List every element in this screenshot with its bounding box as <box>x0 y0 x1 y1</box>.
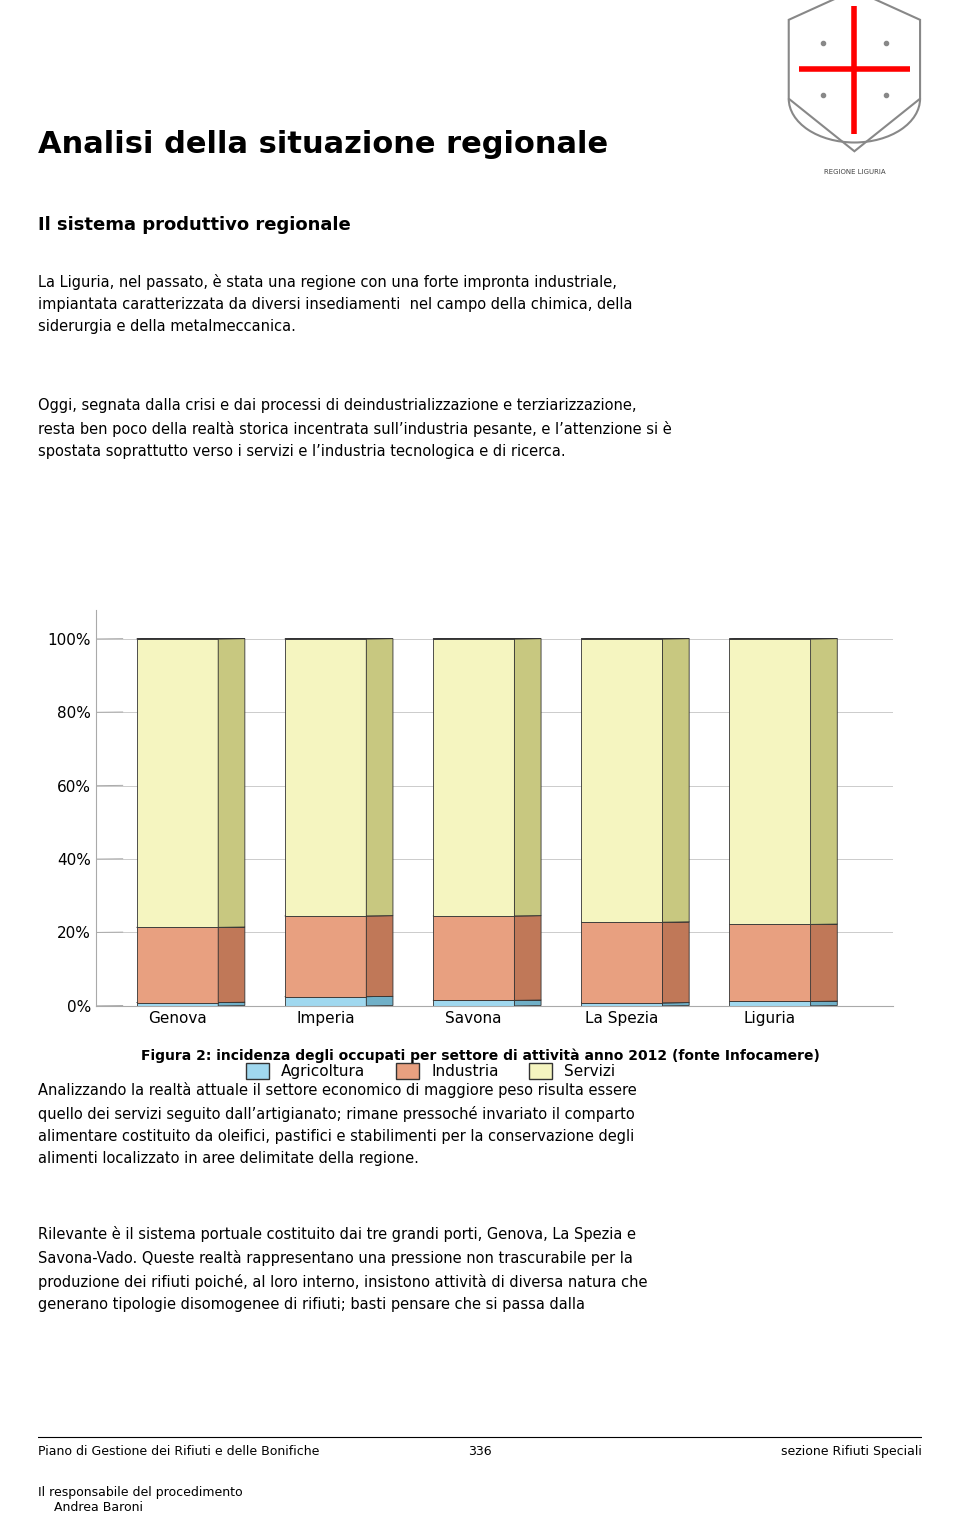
Polygon shape <box>789 0 920 151</box>
Text: Il responsabile del procedimento
    Andrea Baroni: Il responsabile del procedimento Andrea … <box>38 1486 243 1515</box>
Legend: Agricoltura, Industria, Servizi: Agricoltura, Industria, Servizi <box>240 1058 621 1085</box>
Text: Oggi, segnata dalla crisi e dai processi di deindustrializzazione e terziarizzaz: Oggi, segnata dalla crisi e dai processi… <box>38 398 672 459</box>
Polygon shape <box>433 916 515 1000</box>
Polygon shape <box>662 1003 689 1006</box>
Polygon shape <box>218 927 245 1003</box>
Polygon shape <box>136 1003 218 1006</box>
Polygon shape <box>730 1001 810 1006</box>
Polygon shape <box>136 927 218 1003</box>
Polygon shape <box>433 1000 515 1006</box>
Polygon shape <box>285 997 367 1006</box>
Polygon shape <box>581 1003 662 1006</box>
Polygon shape <box>515 916 541 1000</box>
Polygon shape <box>136 639 218 927</box>
Polygon shape <box>367 639 393 916</box>
Polygon shape <box>433 639 515 916</box>
Polygon shape <box>810 639 837 925</box>
Polygon shape <box>581 639 662 922</box>
Polygon shape <box>581 922 662 1003</box>
Polygon shape <box>515 1000 541 1006</box>
Text: sezione Rifiuti Speciali: sezione Rifiuti Speciali <box>780 1445 922 1458</box>
Polygon shape <box>810 924 837 1001</box>
Polygon shape <box>367 997 393 1006</box>
Polygon shape <box>662 639 689 922</box>
Text: REGIONE LIGURIA: REGIONE LIGURIA <box>824 169 885 175</box>
Polygon shape <box>285 916 367 997</box>
Text: Analizzando la realtà attuale il settore economico di maggiore peso risulta esse: Analizzando la realtà attuale il settore… <box>38 1082 637 1166</box>
Text: Analisi della situazione regionale: Analisi della situazione regionale <box>38 130 609 158</box>
Polygon shape <box>515 639 541 916</box>
Polygon shape <box>810 1001 837 1006</box>
Text: 336: 336 <box>468 1445 492 1458</box>
Text: Figura 2: incidenza degli occupati per settore di attività anno 2012 (fonte Info: Figura 2: incidenza degli occupati per s… <box>140 1049 820 1062</box>
Polygon shape <box>662 922 689 1003</box>
Polygon shape <box>218 639 245 927</box>
Text: Rilevante è il sistema portuale costituito dai tre grandi porti, Genova, La Spez: Rilevante è il sistema portuale costitui… <box>38 1225 648 1312</box>
Polygon shape <box>285 639 367 916</box>
Polygon shape <box>218 1003 245 1006</box>
Polygon shape <box>367 916 393 997</box>
Text: Il sistema produttivo regionale: Il sistema produttivo regionale <box>38 216 351 235</box>
Polygon shape <box>730 925 810 1001</box>
Polygon shape <box>730 639 810 925</box>
Text: Piano di Gestione dei Rifiuti e delle Bonifiche: Piano di Gestione dei Rifiuti e delle Bo… <box>38 1445 320 1458</box>
Text: La Liguria, nel passato, è stata una regione con una forte impronta industriale,: La Liguria, nel passato, è stata una reg… <box>38 274 633 334</box>
